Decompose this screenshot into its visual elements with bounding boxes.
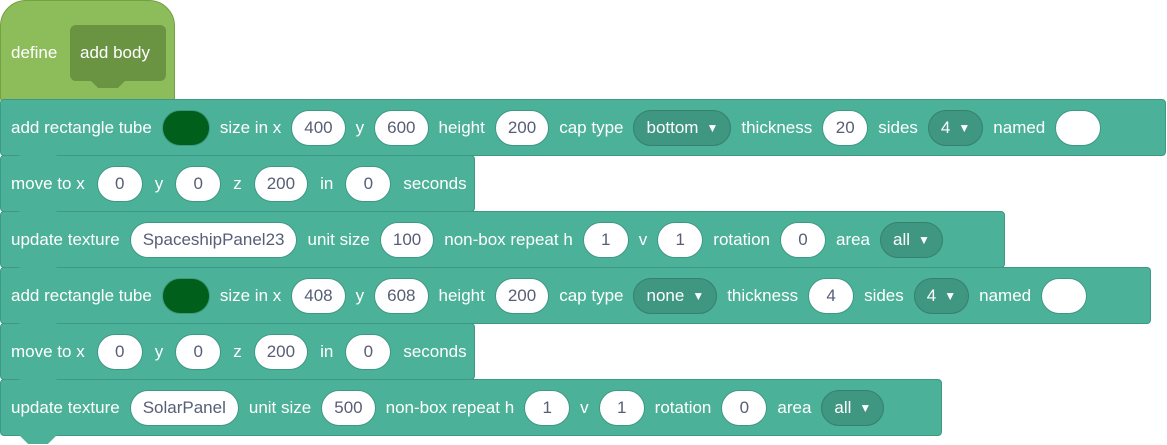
dropdown-arrow-icon: ▼ (859, 400, 872, 415)
y-label: y (154, 341, 164, 361)
dropdown-arrow-icon: ▼ (944, 288, 957, 303)
block-label: update texture (11, 397, 120, 417)
repeat-v-input[interactable]: 1 (657, 221, 704, 258)
size-x-input[interactable]: 408 (291, 277, 346, 314)
sides-value: 4 (940, 117, 951, 137)
named-input[interactable] (1055, 109, 1102, 146)
add-rectangle-tube-block[interactable]: add rectangle tube size in x 400 y 600 h… (0, 99, 1166, 156)
cap-type-label: cap type (559, 117, 624, 137)
repeat-v-input[interactable]: 1 (598, 389, 645, 426)
sides-dropdown[interactable]: 4 ▼ (913, 277, 970, 314)
custom-block-name: add body (80, 43, 150, 62)
size-x-label: size in x (219, 117, 282, 137)
rotation-input[interactable]: 0 (721, 389, 768, 426)
named-label: named (993, 117, 1046, 137)
cap-type-dropdown[interactable]: bottom ▼ (633, 109, 732, 146)
thickness-label: thickness (727, 285, 799, 305)
size-y-input[interactable]: 608 (374, 277, 429, 314)
area-dropdown[interactable]: all ▼ (821, 389, 885, 426)
y-label: y (355, 285, 365, 305)
proto-notch (89, 18, 127, 27)
update-texture-block[interactable]: update texture SpaceshipPanel23 unit siz… (0, 211, 1005, 268)
block-label: add rectangle tube (11, 285, 152, 305)
seconds-input[interactable]: 0 (345, 333, 392, 370)
x-input[interactable]: 0 (96, 333, 143, 370)
block-label: add rectangle tube (11, 117, 152, 137)
rotation-label: rotation (713, 229, 770, 249)
height-label: height (438, 117, 485, 137)
area-value: all (834, 397, 852, 417)
sides-label: sides (864, 285, 904, 305)
thickness-input[interactable]: 4 (808, 277, 855, 314)
z-input[interactable]: 200 (253, 333, 309, 370)
z-input[interactable]: 200 (253, 165, 309, 202)
area-value: all (893, 229, 911, 249)
color-swatch[interactable] (161, 277, 210, 314)
unit-size-label: unit size (307, 229, 370, 249)
block-label: move to x (11, 341, 85, 361)
block-label: update texture (11, 229, 120, 249)
size-x-input[interactable]: 400 (291, 109, 346, 146)
repeat-h-input[interactable]: 1 (524, 389, 571, 426)
add-rectangle-tube-block[interactable]: add rectangle tube size in x 408 y 608 h… (0, 267, 1151, 324)
update-texture-block[interactable]: update texture SolarPanel unit size 500 … (0, 379, 942, 436)
block-label: move to x (11, 173, 85, 193)
define-hat-block[interactable]: define add body (0, 0, 175, 104)
define-label: define (11, 43, 58, 62)
cap-type-value: none (646, 285, 685, 305)
repeat-h-label: non-box repeat h (444, 229, 573, 249)
custom-block-prototype[interactable]: add body (70, 25, 166, 81)
v-label: v (580, 397, 589, 417)
height-label: height (438, 285, 485, 305)
unit-size-label: unit size (248, 397, 312, 417)
z-label: z (233, 341, 242, 361)
dropdown-arrow-icon: ▼ (958, 120, 971, 135)
unit-size-input[interactable]: 500 (321, 389, 376, 426)
rotation-input[interactable]: 0 (779, 221, 826, 258)
texture-name-input[interactable]: SolarPanel (129, 389, 239, 426)
seconds-label: seconds (403, 341, 467, 361)
area-label: area (835, 229, 871, 249)
unit-size-input[interactable]: 100 (379, 221, 435, 258)
sides-dropdown[interactable]: 4 ▼ (927, 109, 984, 146)
color-swatch[interactable] (161, 109, 210, 146)
in-label: in (320, 341, 334, 361)
proto-notch-bottom (89, 79, 127, 88)
size-x-label: size in x (219, 285, 282, 305)
texture-name-input[interactable]: SpaceshipPanel23 (129, 221, 298, 258)
y-label: y (355, 117, 365, 137)
x-input[interactable]: 0 (96, 165, 143, 202)
move-to-block[interactable]: move to x 0 y 0 z 200 in 0 seconds (0, 323, 475, 380)
repeat-h-input[interactable]: 1 (582, 221, 629, 258)
y-label: y (154, 173, 164, 193)
height-input[interactable]: 200 (494, 109, 550, 146)
seconds-label: seconds (403, 173, 467, 193)
cap-type-value: bottom (646, 117, 699, 137)
dropdown-arrow-icon: ▼ (692, 288, 705, 303)
area-dropdown[interactable]: all ▼ (880, 221, 943, 258)
sides-label: sides (878, 117, 918, 137)
cap-type-label: cap type (559, 285, 624, 305)
rotation-label: rotation (654, 397, 712, 417)
named-input[interactable] (1041, 277, 1088, 314)
seconds-input[interactable]: 0 (345, 165, 392, 202)
size-y-input[interactable]: 600 (374, 109, 429, 146)
in-label: in (320, 173, 334, 193)
thickness-input[interactable]: 20 (822, 109, 869, 146)
y-input[interactable]: 0 (175, 165, 222, 202)
dropdown-arrow-icon: ▼ (918, 232, 930, 247)
thickness-label: thickness (741, 117, 813, 137)
area-label: area (777, 397, 812, 417)
y-input[interactable]: 0 (175, 333, 222, 370)
height-input[interactable]: 200 (494, 277, 550, 314)
dropdown-arrow-icon: ▼ (706, 120, 719, 135)
repeat-h-label: non-box repeat h (385, 397, 515, 417)
named-label: named (979, 285, 1032, 305)
sides-value: 4 (926, 285, 937, 305)
z-label: z (233, 173, 242, 193)
v-label: v (638, 229, 648, 249)
move-to-block[interactable]: move to x 0 y 0 z 200 in 0 seconds (0, 155, 475, 212)
cap-type-dropdown[interactable]: none ▼ (633, 277, 718, 314)
